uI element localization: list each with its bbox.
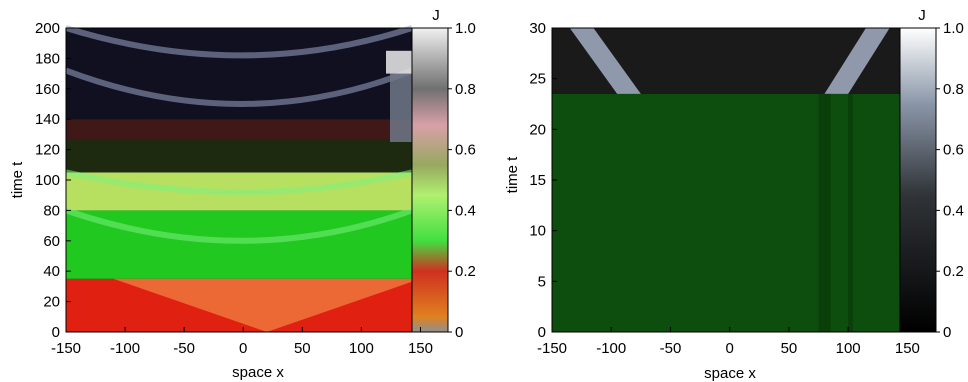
y-tick-label: 15 <box>529 172 546 189</box>
x-tick-label: 50 <box>781 340 798 357</box>
x-tick-label: -50 <box>660 340 682 357</box>
colorbar-tick-label: 0.6 <box>455 142 476 159</box>
x-tick-label: 150 <box>895 340 920 357</box>
colorbar-tick-label: 0.4 <box>455 202 476 219</box>
y-tick-label: 80 <box>43 202 60 219</box>
colorbar-tick-label: 1.0 <box>943 20 964 37</box>
y-tick-label: 60 <box>43 233 60 250</box>
colorbar-tick-label: 0.2 <box>943 263 964 280</box>
y-axis-label-1: time t <box>9 161 26 199</box>
y-tick-label: 0 <box>538 324 546 341</box>
x-tick-label: 100 <box>836 340 861 357</box>
heatmap-band <box>66 119 412 139</box>
x-tick-label: 150 <box>408 340 433 357</box>
chart-panel-1: -150 -100 -50 0 50 100 150 0 20 40 60 80 100 120 140 1… <box>9 7 476 381</box>
x-tick-label: 100 <box>349 340 374 357</box>
colorbar-tick-label: 0 <box>455 324 463 341</box>
colorbar-axis-1: 0 0.2 0.4 0.6 0.8 1.0 <box>448 20 476 341</box>
x-axis-1: -150 -100 -50 0 50 100 150 <box>51 327 433 357</box>
y-tick-label: 0 <box>52 324 60 341</box>
colorbar-label-1: J <box>432 7 440 24</box>
colorbar-2 <box>900 28 936 332</box>
x-tick-label: -150 <box>51 340 81 357</box>
colorbar-label-2: J <box>918 7 926 24</box>
heatmap-image-1 <box>64 25 421 333</box>
wedge-shape <box>113 278 421 332</box>
colorbar-tick-label: 0.4 <box>943 202 964 219</box>
x-tick-label: -100 <box>110 340 140 357</box>
chart-panel-2: -150 -100 -50 0 50 100 150 0 5 10 15 20 25 30 0 0.2 0.… <box>504 7 964 382</box>
heatmap-image-2 <box>551 27 901 333</box>
colorbar-tick-label: 0.8 <box>943 81 964 98</box>
y-tick-label: 40 <box>43 263 60 280</box>
y-axis-label-2: time t <box>504 156 521 194</box>
y-tick-label: 200 <box>35 20 60 37</box>
x-axis-2: -150 -100 -50 0 50 100 150 <box>537 327 920 357</box>
y-tick-label: 20 <box>529 121 546 138</box>
x-tick-label: -50 <box>173 340 195 357</box>
colorbar-tick-label: 0.6 <box>943 142 964 159</box>
y-tick-label: 5 <box>538 273 546 290</box>
heatmap-band <box>66 210 412 279</box>
y-tick-label: 30 <box>529 20 546 37</box>
y-tick-label: 140 <box>35 111 60 128</box>
heatmap-band <box>552 93 900 332</box>
y-tick-label: 160 <box>35 81 60 98</box>
y-tick-label: 100 <box>35 172 60 189</box>
x-tick-label: 0 <box>239 340 247 357</box>
x-axis-label-1: space x <box>232 364 284 381</box>
y-tick-label: 25 <box>529 71 546 88</box>
x-tick-label: -150 <box>537 340 567 357</box>
y-tick-label: 20 <box>43 294 60 311</box>
colorbar-axis-2: 0 0.2 0.4 0.6 0.8 1.0 <box>936 20 964 341</box>
y-tick-label: 120 <box>35 142 60 159</box>
y-tick-label: 180 <box>35 50 60 67</box>
colorbar-1 <box>412 28 448 332</box>
colorbar-tick-label: 0 <box>943 324 951 341</box>
y-tick-label: 10 <box>529 223 546 240</box>
colorbar-tick-label: 1.0 <box>455 20 476 37</box>
y-axis-2: 0 5 10 15 20 25 30 <box>529 20 557 341</box>
heatmap-band <box>66 138 412 173</box>
colorbar-tick-label: 0.2 <box>455 263 476 280</box>
x-tick-label: 50 <box>294 340 311 357</box>
colorbar-tick-label: 0.8 <box>455 81 476 98</box>
x-axis-label-2: space x <box>704 365 756 382</box>
x-tick-label: 0 <box>726 340 734 357</box>
x-tick-label: -100 <box>596 340 626 357</box>
y-axis-1: 0 20 40 60 80 100 120 140 160 180 200 <box>35 20 71 341</box>
